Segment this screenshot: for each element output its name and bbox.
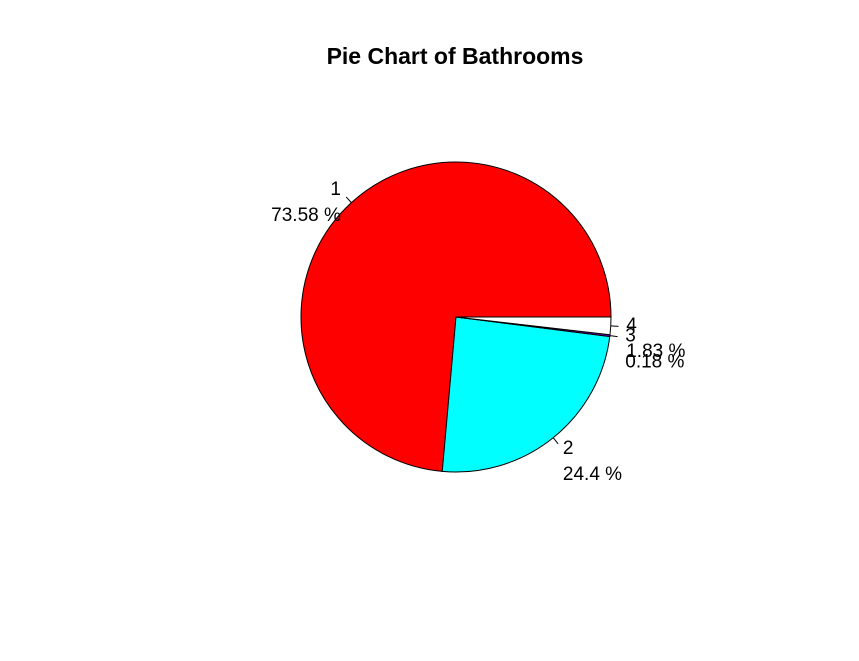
chart-title: Pie Chart of Bathrooms (327, 43, 584, 69)
pie-label-name-2: 2 (563, 438, 574, 459)
pie-label-pct-4: 1.83 % (626, 341, 685, 362)
pie-label-tick-1 (345, 196, 352, 203)
pie-label-pct-3: 0.18 % (625, 352, 684, 373)
pie-label-name-3: 3 (625, 326, 636, 347)
pie-label-4: 4 1.83 % (626, 315, 685, 362)
pie-label-name-4: 4 (626, 315, 637, 336)
pie-label-2: 2 24.4 % (563, 438, 622, 485)
pie-label-3: 3 0.18 % (625, 326, 684, 373)
pie-label-tick-3 (609, 335, 618, 338)
pie-label-name-1: 1 (330, 179, 341, 200)
pie-labels: 1 73.58 % 2 24.4 % 3 0.18 % 4 1.83 % (271, 179, 685, 485)
pie-slice-2 (441, 316, 611, 473)
pie-label-1: 1 73.58 % (271, 179, 341, 226)
pie-label-pct-1: 73.58 % (271, 205, 341, 226)
pie-label-tick-2 (552, 437, 559, 445)
pie-slices (300, 161, 612, 473)
pie-label-pct-2: 24.4 % (563, 464, 622, 485)
